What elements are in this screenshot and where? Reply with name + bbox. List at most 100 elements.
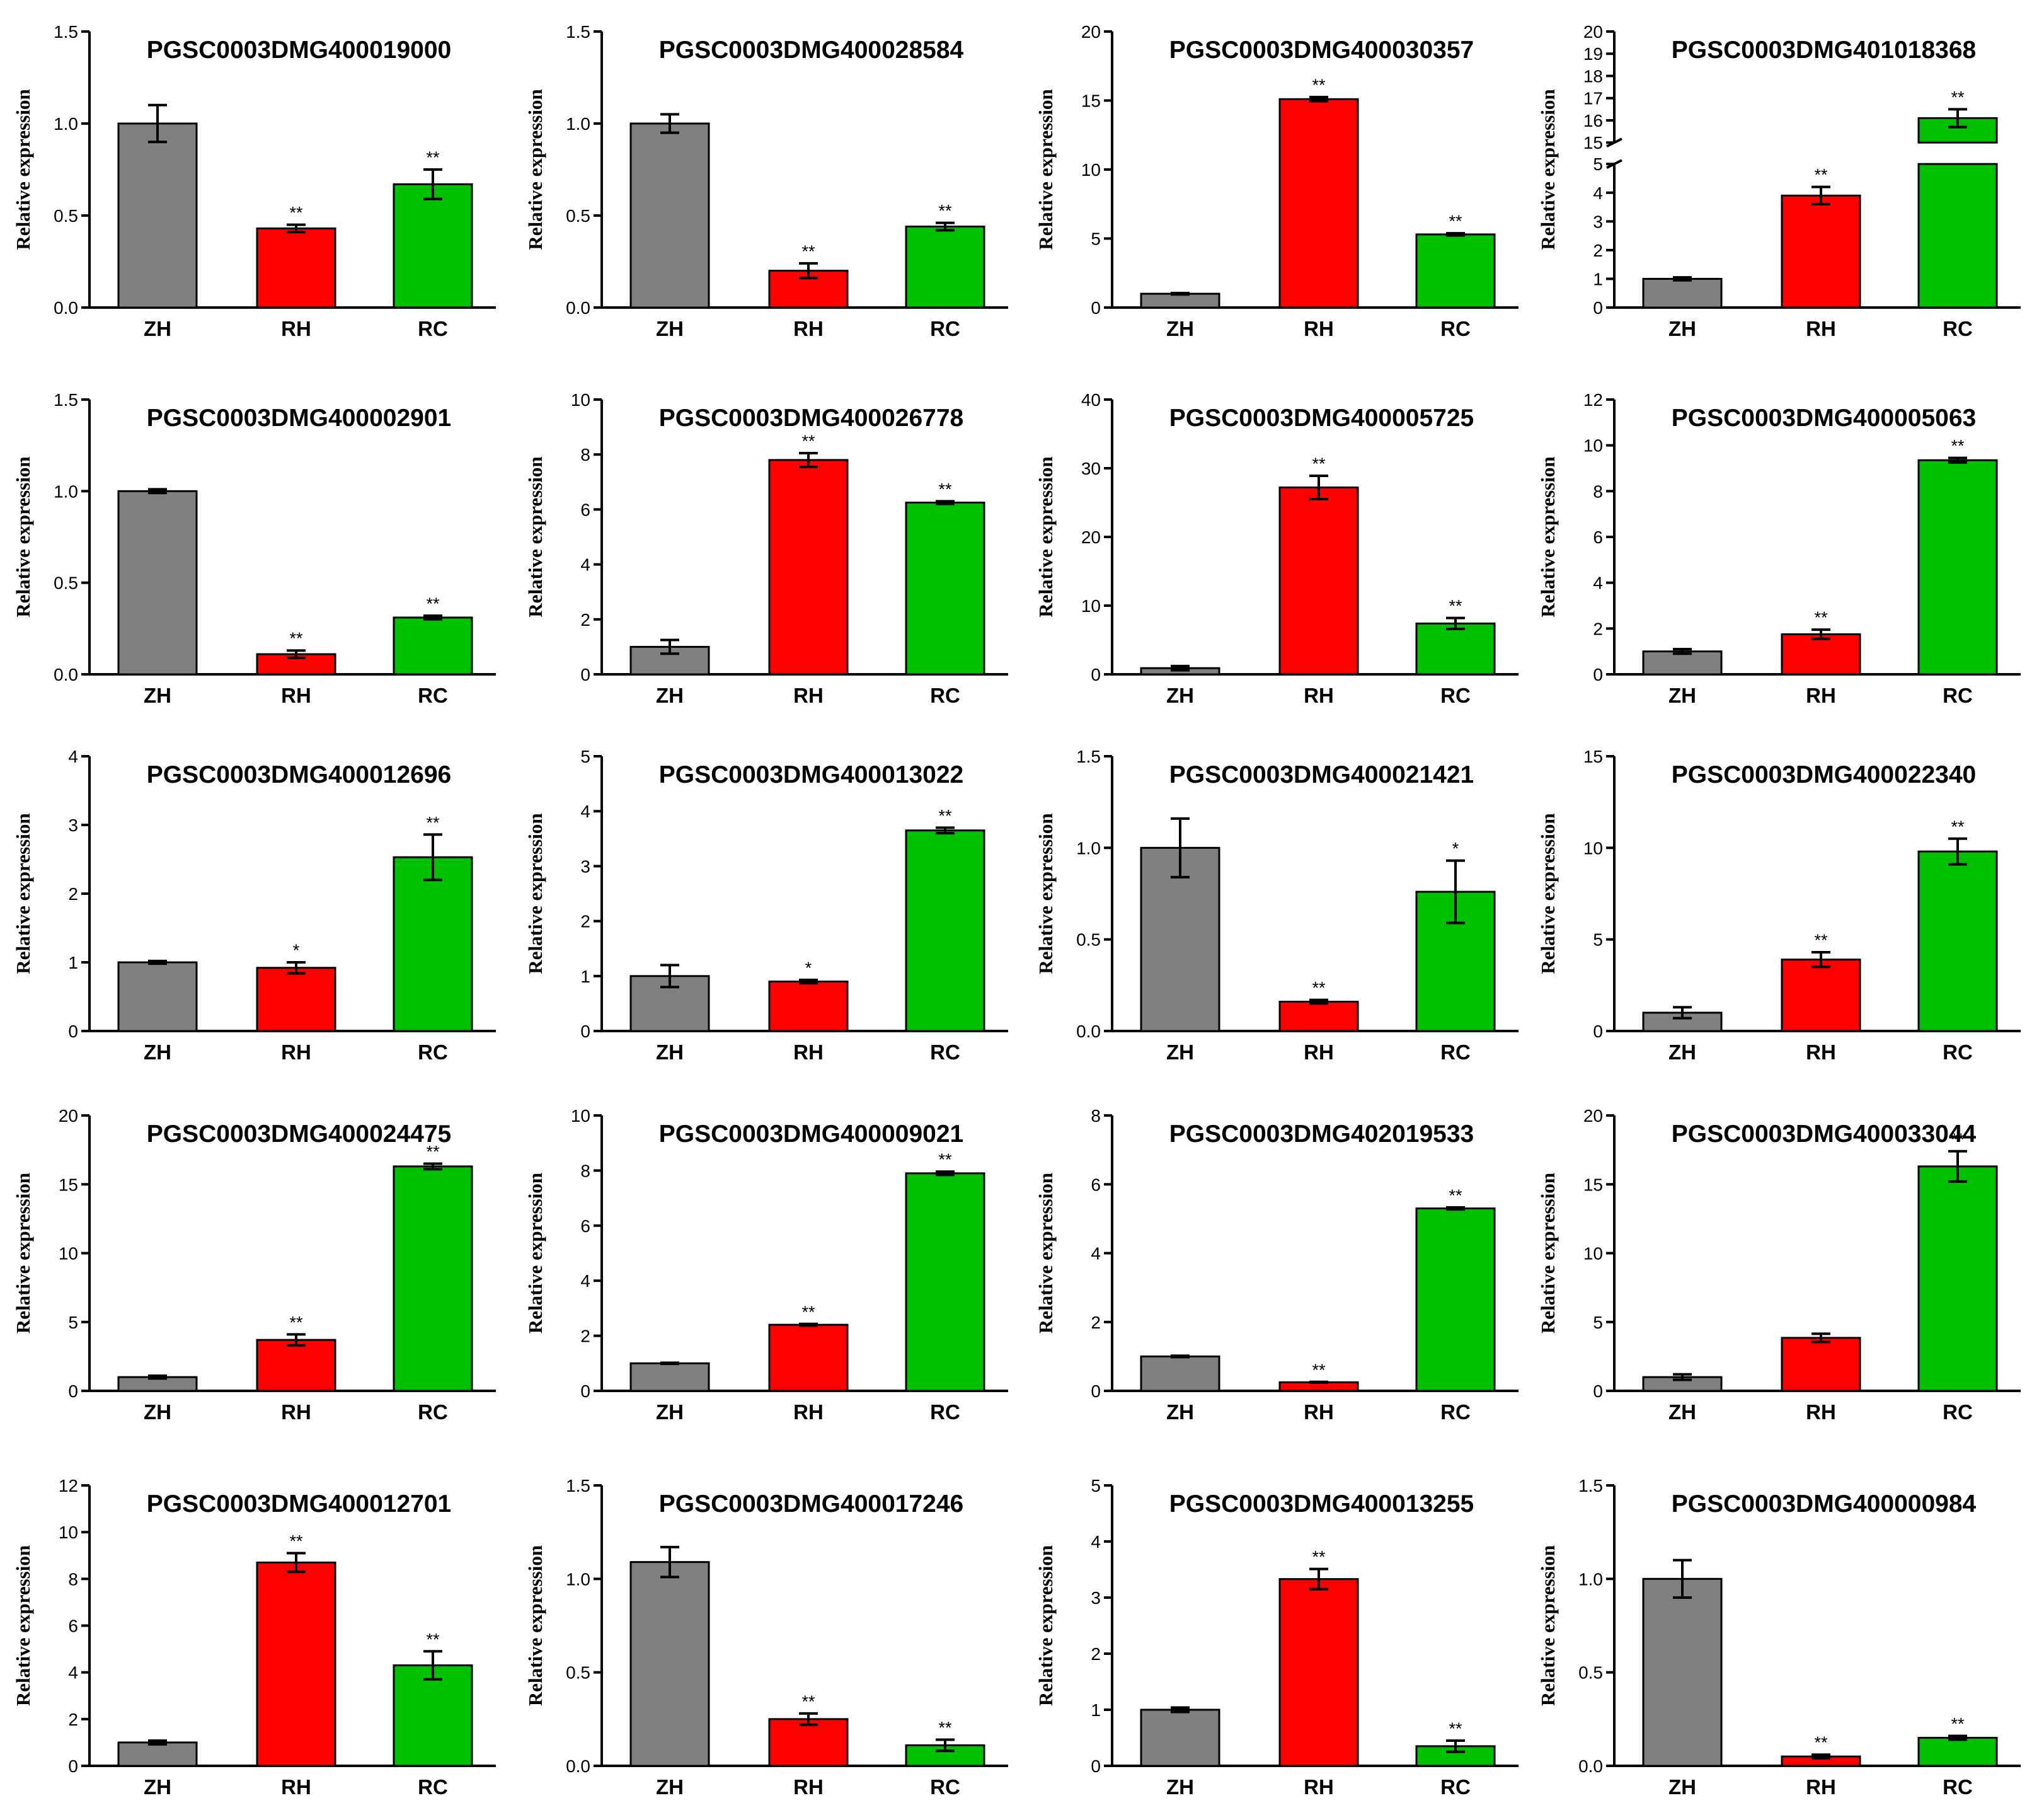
panel-5-bar-rc [393,616,473,676]
panel-18-y-tick-label: 0.5 [566,1663,590,1683]
panel-3-x-tick-label-zh: ZH [1166,317,1194,340]
panel-7-x-tick-label-rc: RC [1440,684,1471,707]
panel-15-y-tick-label: 2 [1091,1313,1101,1332]
panel-19-y-tick-label: 4 [1091,1532,1101,1552]
panel-5-y-tick-label: 0.0 [54,665,78,684]
panel-20-bar-rc [1917,1737,1998,1767]
panel-4-x-tick-label-zh: ZH [1668,317,1696,340]
panel-11-y-tick-label: 0.5 [1076,930,1101,950]
panel-10-y-tick-label: 5 [580,747,590,766]
panel-9-x-tick-label-zh: ZH [144,1040,171,1064]
panel-2-y-axis-label: Relative expression [524,89,546,250]
panel-8-y-tick-label: 12 [1583,390,1603,410]
panel-16-y-tick-label: 0 [1593,1381,1603,1401]
panel-1-x-tick-label-rc: RC [418,317,448,340]
panel-14-y-tick-label: 6 [580,1216,590,1236]
panel-3-bar-rh [1278,98,1359,309]
panel-4-significance-rh: ** [1814,166,1828,185]
panel-4-y-tick-label: 5 [1593,154,1603,174]
panel-5-significance-rh: ** [289,629,303,648]
panel-11-x-tick-label-rc: RC [1440,1040,1471,1064]
panel-4-significance-rc: ** [1951,88,1965,107]
panel-4-y-tick-label: 20 [1583,22,1603,42]
panel-12-x-tick-label-rc: RC [1943,1040,1973,1064]
panel-12-y-tick-label: 15 [1583,747,1603,766]
panel-15-bar-zh [1140,1355,1220,1392]
panel-7-x-tick-label-rh: RH [1304,684,1334,707]
panel-12-y-axis-label: Relative expression [1537,813,1559,974]
panel-17-y-tick-label: 12 [59,1476,78,1495]
panel-10-y-tick-label: 2 [580,912,590,931]
panel-3-y-tick-label: 10 [1081,160,1101,180]
panel-17-x-tick-label-rc: RC [418,1775,448,1799]
panel-4-y-tick-label: 1 [1593,269,1603,289]
panel-6-x-tick-label-zh: ZH [656,684,684,707]
panel-1-x-tick-label-zh: ZH [144,317,171,340]
panel-5-bar-zh [117,490,198,676]
panel-5-title: PGSC0003DMG400002901 [147,405,451,432]
panel-8-title: PGSC0003DMG400005063 [1672,405,1976,432]
panel-13-title: PGSC0003DMG400024475 [147,1121,451,1148]
panel-3-x-tick-label-rh: RH [1304,317,1334,340]
panel-20-significance-rc: ** [1951,1715,1965,1734]
panel-14-y-tick-label: 4 [580,1271,590,1291]
panel-2-significance-rc: ** [938,202,952,221]
panel-17-y-tick-label: 2 [68,1710,78,1729]
panel-4-bar-zh [1642,277,1723,309]
panel-13-y-tick-label: 5 [68,1313,78,1332]
panel-13-y-tick-label: 0 [68,1381,78,1401]
panel-15-y-tick-label: 0 [1091,1381,1101,1401]
panel-6-x-tick-label-rc: RC [930,684,960,707]
panel-12-bar-rh [1781,959,1861,1032]
panel-9-y-tick-label: 2 [68,884,78,904]
panel-17-y-tick-label: 0 [68,1756,78,1776]
panel-20-x-tick-label-rc: RC [1943,1775,1973,1799]
panel-18-title: PGSC0003DMG400017246 [659,1490,963,1518]
panel-14-x-tick-label-zh: ZH [656,1400,684,1424]
panel-1-y-tick-label: 1.5 [54,22,78,42]
panel-18-y-tick-label: 0.0 [566,1756,590,1776]
panel-1-bar-rh [256,227,336,309]
panel-19-y-tick-label: 2 [1091,1644,1101,1664]
panel-9-y-tick-label: 1 [68,953,78,972]
panel-15-significance-rh: ** [1312,1361,1326,1380]
panel-17-bar-zh [117,1741,198,1767]
panel-14-y-tick-label: 8 [580,1161,590,1180]
panel-9-y-tick-label: 4 [68,747,78,766]
panel-9-bar-zh [117,961,198,1032]
panel-10-y-tick-label: 0 [580,1022,590,1041]
panel-9-significance-rh: * [293,941,300,960]
panel-8-bar-zh [1642,650,1723,676]
panel-2-y-tick-label: 0.5 [566,206,590,226]
panel-19-y-axis-label: Relative expression [1035,1545,1057,1706]
panel-14-x-tick-label-rc: RC [930,1400,960,1424]
panel-9-bar-rc [393,856,473,1032]
panel-19-title: PGSC0003DMG400013255 [1169,1490,1474,1518]
panel-17-y-tick-label: 10 [59,1523,78,1542]
panel-10-x-tick-label-rc: RC [930,1040,960,1064]
panel-17-x-tick-label-zh: ZH [144,1775,171,1799]
panel-5-x-tick-label-rc: RC [418,684,448,707]
panel-14-bar-rh [768,1323,849,1392]
panel-13-bar-rc [393,1165,473,1392]
panel-19-y-tick-label: 1 [1091,1700,1101,1720]
panel-8-y-tick-label: 8 [1593,481,1603,501]
panel-16-x-tick-label-rc: RC [1943,1400,1973,1424]
panel-4-y-tick-label: 16 [1583,111,1603,130]
panel-15-bar-rc [1415,1207,1496,1392]
panel-1-title: PGSC0003DMG400019000 [147,37,451,64]
panel-18-y-tick-label: 1.0 [566,1569,590,1589]
panel-9-title: PGSC0003DMG400012696 [147,761,451,788]
panel-12-y-tick-label: 0 [1593,1022,1603,1041]
panel-4-y-tick-label: 0 [1593,298,1603,318]
panel-8-bar-rc [1917,459,1998,676]
panel-1-significance-rc: ** [426,148,440,167]
panel-14-bar-rc [905,1172,985,1392]
panel-1-y-tick-label: 0.5 [54,206,78,226]
panel-11-y-tick-label: 0.0 [1076,1022,1101,1041]
panel-13-y-tick-label: 15 [59,1175,78,1194]
panel-7-y-tick-label: 20 [1081,527,1101,547]
panel-5-x-tick-label-rh: RH [281,684,311,707]
panel-16-x-tick-label-rh: RH [1806,1400,1836,1424]
panel-12-bar-rc [1917,850,1998,1032]
